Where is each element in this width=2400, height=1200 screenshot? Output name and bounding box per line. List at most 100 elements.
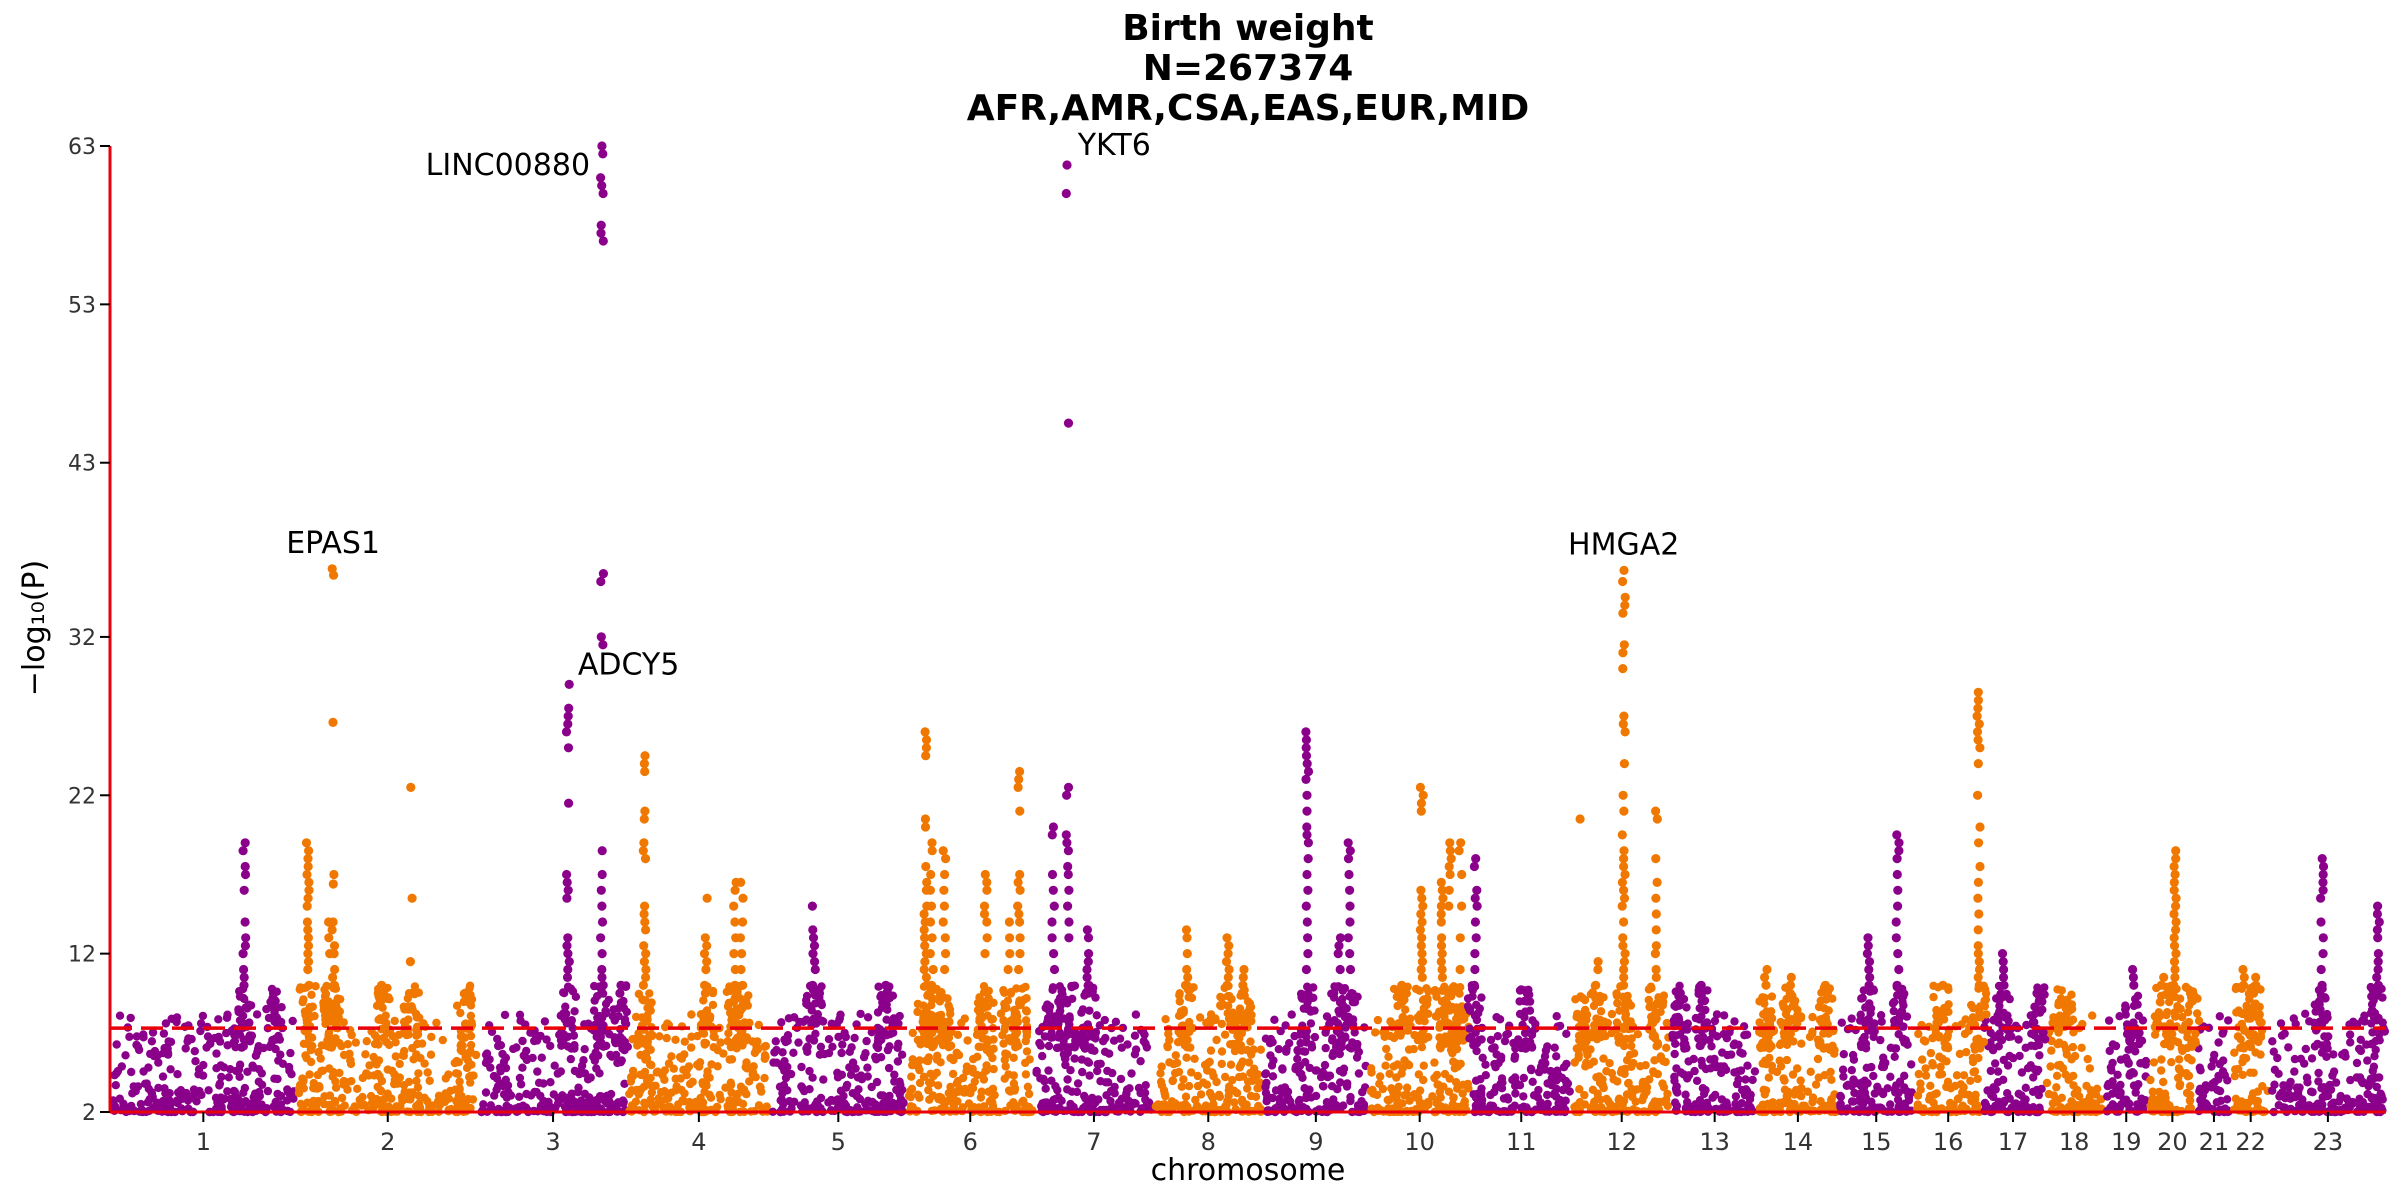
x-tick-label-16: 16 <box>1933 1128 1964 1156</box>
peak-chr-9-31 <box>1327 933 1351 1053</box>
peak-point <box>303 893 313 903</box>
peak-point <box>926 869 936 880</box>
peak-point <box>597 972 607 983</box>
peak-point <box>920 957 930 967</box>
peak-chr-6-20 <box>973 869 998 1052</box>
peak-point <box>736 964 746 975</box>
peak-chr-8-26 <box>1174 925 1198 1052</box>
peak-point <box>640 901 650 911</box>
peak-point <box>1047 933 1057 943</box>
peak-point <box>1620 727 1630 737</box>
peak-point <box>239 964 249 975</box>
peak-chr-5-16 <box>873 980 898 1053</box>
peak-point <box>1303 949 1313 959</box>
peak-point <box>700 933 710 943</box>
peak-chr-16-50 <box>1929 980 1954 1053</box>
peak-point <box>1619 759 1629 769</box>
peak-point <box>1222 980 1232 990</box>
peak-point <box>1224 964 1234 975</box>
peak-point <box>1416 798 1426 808</box>
peak-point <box>303 854 313 864</box>
peak-point <box>241 933 251 943</box>
peak-point <box>2316 893 2326 903</box>
peak-point <box>1238 972 1248 983</box>
peak-point <box>1619 980 1629 990</box>
peak-point <box>239 972 249 983</box>
peak-point <box>303 949 313 959</box>
peak-point <box>268 988 279 998</box>
peak-point <box>730 885 740 895</box>
peak-point <box>329 980 340 990</box>
peak-point <box>2128 964 2138 975</box>
chr-9-points <box>1261 1010 1371 1117</box>
peak-point <box>1063 901 1073 911</box>
peak-point <box>1620 600 1630 610</box>
peak-point <box>1973 735 1983 745</box>
peak-point <box>640 751 650 761</box>
peak-point <box>735 933 746 943</box>
peak-point <box>1863 941 1873 951</box>
peak-chr-11-37 <box>1463 854 1487 1050</box>
peak-point <box>303 957 314 967</box>
peak-point <box>1999 964 2009 975</box>
peak-point <box>1893 949 1903 959</box>
peak-point <box>638 980 649 990</box>
x-tick-label-8: 8 <box>1201 1128 1216 1156</box>
peak-point <box>596 632 606 642</box>
peak-point <box>1343 838 1353 848</box>
data-points <box>108 141 2389 1117</box>
peak-point <box>881 980 891 990</box>
peak-point <box>1620 949 1630 959</box>
peak-point <box>982 917 992 927</box>
peak-point <box>1064 933 1074 943</box>
peak-point <box>1062 790 1072 800</box>
peak-point <box>302 901 312 911</box>
peak-point <box>562 972 573 983</box>
peak-point <box>2372 972 2382 983</box>
peak-point <box>1333 949 1343 959</box>
peak-point <box>938 917 948 927</box>
peak-point <box>1651 909 1661 919</box>
peak-chr-6-22 <box>996 917 1021 1048</box>
peak-point <box>1238 980 1248 990</box>
peak-point <box>1593 964 1603 975</box>
peak-point <box>1975 822 1985 832</box>
peak-point <box>240 861 250 872</box>
peak-point <box>1938 980 1948 990</box>
x-tick-label-3: 3 <box>545 1128 560 1156</box>
peak-point <box>598 149 608 159</box>
peak-chr-2-6 <box>399 782 424 1049</box>
peak-point <box>939 901 950 911</box>
peak-point <box>2171 846 2181 856</box>
peak-point <box>1591 980 1601 990</box>
chr-5-points <box>768 1009 908 1117</box>
peak-point <box>1302 822 1312 832</box>
peak-point <box>1575 814 1585 824</box>
peak-point <box>302 869 312 880</box>
peak-point <box>1015 933 1025 943</box>
peak-point <box>2373 933 2383 943</box>
peak-point <box>1593 957 1603 967</box>
peak-point <box>1415 782 1425 793</box>
peak-point <box>1471 854 1481 864</box>
peak-point <box>1696 988 1706 998</box>
peak-point <box>1863 933 1873 943</box>
peak-point <box>1015 869 1025 880</box>
peak-point <box>1893 885 1903 895</box>
peak-point <box>1334 941 1344 951</box>
peak-point <box>1973 925 1983 935</box>
peak-point <box>1619 640 1629 650</box>
peak-point <box>1619 893 1630 903</box>
peak-point <box>1398 996 1408 1006</box>
peak-point <box>564 957 574 967</box>
peak-point <box>2169 885 2179 895</box>
x-tick-label-5: 5 <box>831 1128 846 1156</box>
peak-point <box>1063 418 1074 428</box>
peak-point <box>2318 877 2328 888</box>
peak-point <box>1302 759 1312 769</box>
peak-point <box>304 980 314 990</box>
x-tick-label-4: 4 <box>691 1128 706 1156</box>
peak-point <box>1973 893 1983 903</box>
peak-chr-20-58 <box>2181 982 2204 1053</box>
peak-point <box>2372 909 2382 919</box>
